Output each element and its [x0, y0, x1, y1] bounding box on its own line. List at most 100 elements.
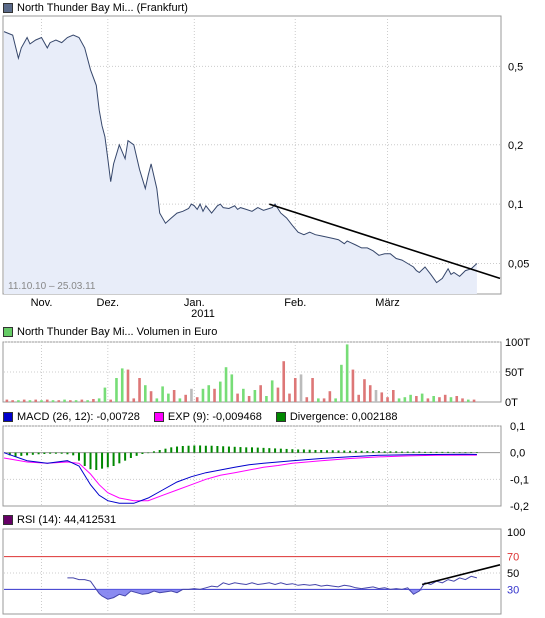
volume-bar-16 — [97, 398, 101, 402]
price-x-axis: Nov. Dez. Jan. Feb. März — [31, 297, 400, 309]
volume-bar-14 — [86, 400, 89, 402]
divergence-bar-47 — [279, 448, 282, 453]
divergence-bar-56 — [331, 450, 334, 453]
divergence-bar-77 — [452, 452, 455, 453]
price-x-tick-1: Dez. — [97, 297, 120, 309]
rsi-below-30-fill — [67, 589, 477, 600]
divergence-bar-6 — [43, 452, 46, 454]
volume-y-axis: 100T 50T 0T — [505, 337, 530, 409]
volume-bar-7 — [45, 399, 49, 402]
volume-bar-41 — [242, 388, 245, 402]
volume-bar-55 — [322, 398, 326, 402]
volume-bar-81 — [472, 399, 476, 402]
divergence-bar-30 — [181, 446, 184, 453]
volume-bar-57 — [334, 398, 337, 402]
divergence-bar-38 — [227, 446, 230, 453]
volume-legend: North Thunder Bay Mi... Volumen in Euro — [3, 325, 217, 339]
rsi-y-tick-0: 100 — [507, 527, 525, 539]
divergence-bar-33 — [199, 445, 202, 453]
divergence-bar-45 — [268, 448, 271, 453]
price-x-tick-3: Feb. — [284, 297, 306, 309]
divergence-bar-81 — [475, 452, 478, 453]
divergence-bar-53 — [314, 450, 317, 453]
volume-bar-4 — [28, 400, 32, 402]
volume-bar-78 — [455, 396, 459, 402]
divergence-bar-37 — [222, 446, 225, 453]
volume-bar-62 — [363, 379, 366, 402]
divergence-bar-43 — [256, 447, 259, 453]
date-range-label: 11.10.10 – 25.03.11 — [8, 281, 96, 292]
volume-bar-23 — [138, 378, 141, 402]
divergence-bar-69 — [406, 451, 409, 453]
divergence-bar-70 — [412, 451, 415, 453]
volume-grid — [4, 341, 500, 402]
volume-bar-77 — [449, 397, 453, 402]
divergence-bar-29 — [176, 446, 179, 453]
volume-bar-70 — [409, 394, 412, 402]
volume-bar-21 — [126, 369, 130, 402]
divergence-bar-60 — [354, 450, 357, 453]
volume-bar-72 — [420, 393, 424, 402]
divergence-bars — [8, 445, 478, 470]
divergence-bar-28 — [170, 447, 173, 453]
divergence-bar-19 — [118, 452, 121, 464]
volume-bar-25 — [149, 391, 153, 402]
exp-line — [3, 454, 477, 502]
volume-bar-22 — [132, 398, 136, 402]
price-x-tick-2: Jan. — [184, 297, 205, 309]
divergence-bar-63 — [372, 451, 375, 453]
volume-bar-2 — [17, 400, 20, 402]
volume-bar-56 — [328, 391, 332, 402]
divergence-bar-58 — [343, 450, 346, 453]
price-y-tick-1: 0,2 — [508, 140, 523, 152]
volume-bar-10 — [63, 399, 66, 402]
volume-bar-43 — [253, 390, 257, 402]
rsi-grid — [4, 529, 500, 614]
divergence-bar-15 — [95, 452, 98, 470]
volume-bar-45 — [265, 396, 268, 402]
divergence-bar-49 — [291, 449, 294, 453]
volume-bar-19 — [115, 378, 118, 402]
divergence-bar-36 — [216, 446, 219, 453]
volume-bar-6 — [40, 400, 43, 402]
divergence-bar-71 — [418, 451, 421, 453]
volume-y-tick-1: 50T — [505, 367, 524, 379]
divergence-bar-12 — [77, 452, 80, 461]
divergence-bar-0 — [8, 452, 11, 456]
divergence-bar-35 — [210, 445, 213, 453]
volume-bar-69 — [403, 397, 407, 402]
volume-bar-0 — [5, 399, 9, 402]
divergence-bar-59 — [349, 450, 352, 453]
macd-y-tick-3: -0,2 — [510, 501, 529, 513]
volume-bar-27 — [161, 386, 164, 402]
volume-bar-64 — [374, 390, 378, 402]
volume-bar-52 — [305, 397, 309, 402]
volume-bar-5 — [34, 399, 38, 402]
divergence-bar-2 — [20, 452, 23, 456]
volume-bar-39 — [230, 374, 234, 402]
divergence-bar-74 — [435, 451, 438, 453]
rsi-legend: RSI (14): 44,412531 — [3, 513, 116, 527]
volume-bar-54 — [317, 398, 320, 402]
divergence-bar-72 — [424, 451, 427, 453]
divergence-bar-68 — [400, 451, 403, 453]
volume-bar-67 — [392, 390, 395, 402]
price-trendline — [269, 203, 501, 280]
divergence-bar-64 — [377, 451, 380, 453]
rsi-panel: 100 70 50 30 — [2, 527, 525, 615]
volume-bar-42 — [247, 396, 251, 402]
divergence-bar-57 — [337, 450, 340, 453]
divergence-bar-1 — [14, 452, 17, 457]
divergence-legend-swatch — [275, 412, 286, 422]
rsi-y-axis: 100 70 50 30 — [507, 527, 525, 596]
volume-bar-28 — [167, 393, 170, 402]
price-y-axis: 0,5 0,2 0,1 0,05 — [508, 61, 529, 270]
divergence-bar-79 — [464, 452, 467, 453]
volume-bar-79 — [461, 398, 464, 402]
volume-bar-13 — [80, 399, 84, 402]
volume-bar-73 — [426, 398, 430, 402]
volume-panel: 100T 50T 0T — [2, 337, 530, 409]
exp-legend-swatch — [153, 412, 164, 422]
year-label: 2011 — [191, 308, 215, 320]
divergence-bar-78 — [458, 452, 461, 453]
